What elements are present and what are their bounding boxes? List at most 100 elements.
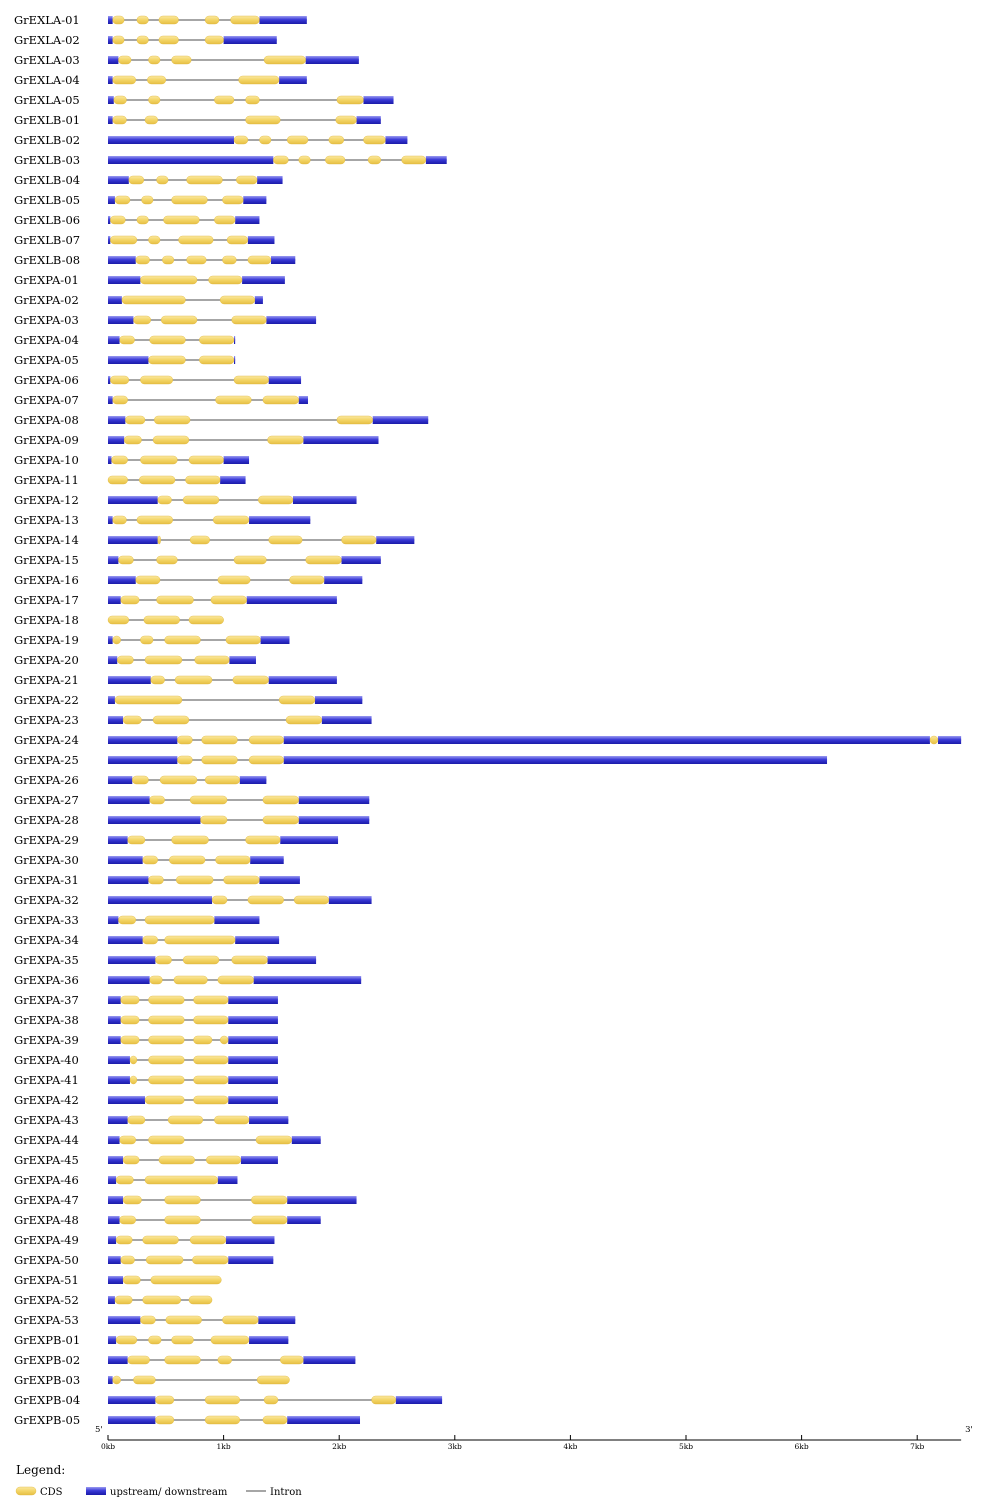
gene-row: GrEXPA-39 (14, 1033, 278, 1047)
cds-segment (158, 1155, 195, 1165)
utr-segment (372, 416, 429, 424)
cds-segment (206, 1155, 242, 1165)
cds-segment (178, 235, 214, 245)
gene-row: GrEXPA-22 (14, 693, 363, 707)
cds-segment (171, 55, 192, 65)
gene-label: GrEXPA-07 (14, 393, 79, 407)
cds-segment (215, 395, 252, 405)
cds-segment (148, 355, 186, 365)
cds-segment (144, 1175, 219, 1185)
utr-segment (108, 1376, 113, 1384)
gene-row: GrEXPA-27 (14, 793, 370, 807)
utr-segment (249, 1336, 289, 1344)
utr-segment (108, 56, 119, 64)
cds-segment (223, 875, 260, 885)
utr-segment (108, 916, 119, 924)
cds-segment (118, 915, 136, 925)
cds-segment (247, 255, 272, 265)
utr-segment (298, 816, 370, 824)
gene-row: GrEXLB-07 (14, 233, 275, 247)
gene-label: GrEXPA-26 (14, 773, 79, 787)
cds-segment (164, 1355, 201, 1365)
utr-segment (425, 156, 447, 164)
gene-row: GrEXPA-48 (14, 1213, 321, 1227)
cds-segment (371, 1395, 397, 1405)
cds-segment (111, 455, 128, 465)
cds-segment (148, 235, 161, 245)
cds-segment (112, 1375, 121, 1385)
cds-segment (182, 495, 220, 505)
utr-segment (108, 416, 126, 424)
gene-row: GrEXLB-05 (14, 193, 267, 207)
cds-segment (298, 155, 311, 165)
cds-segment (193, 1095, 229, 1105)
cds-segment (401, 155, 427, 165)
cds-segment (210, 595, 247, 605)
cds-segment (156, 555, 178, 565)
utr-segment (108, 976, 150, 984)
cds-segment (147, 75, 167, 85)
gene-label: GrEXPB-03 (14, 1373, 80, 1387)
cds-segment (256, 1375, 290, 1385)
gene-row: GrEXLA-02 (14, 33, 277, 47)
utr-segment (234, 356, 236, 364)
gene-row: GrEXPA-53 (14, 1313, 296, 1327)
utr-segment (283, 756, 828, 764)
axis-start-label: 5' (95, 1425, 103, 1435)
utr-segment (235, 936, 280, 944)
cds-segment (112, 35, 125, 45)
cds-segment (193, 1015, 229, 1025)
cds-segment (214, 1115, 250, 1125)
cds-segment (245, 115, 281, 125)
gene-label: GrEXPA-50 (14, 1253, 79, 1267)
cds-segment (114, 1295, 133, 1305)
utr-segment (108, 1196, 124, 1204)
gene-label: GrEXPA-37 (14, 993, 79, 1007)
cds-segment (148, 1055, 185, 1065)
utr-segment (108, 256, 136, 264)
gene-row: GrEXPA-32 (14, 893, 372, 907)
cds-segment (245, 95, 260, 105)
cds-segment (163, 215, 200, 225)
cds-segment (142, 1295, 182, 1305)
gene-row: GrEXPA-21 (14, 673, 337, 687)
utr-segment (108, 1096, 145, 1104)
utr-segment (108, 796, 150, 804)
cds-segment (251, 1195, 288, 1205)
utr-segment (108, 776, 133, 784)
cds-segment (156, 175, 169, 185)
cds-segment (142, 935, 158, 945)
utr-segment (108, 496, 158, 504)
cds-segment (144, 115, 158, 125)
gene-label: GrEXPA-25 (14, 753, 79, 767)
utr-segment (287, 1416, 361, 1424)
utr-segment (108, 456, 112, 464)
cds-segment (233, 375, 269, 385)
cds-segment (158, 15, 179, 25)
utr-segment (258, 1316, 296, 1324)
cds-segment (148, 95, 161, 105)
cds-segment (251, 1215, 288, 1225)
gene-label: GrEXPA-03 (14, 313, 79, 327)
cds-segment (222, 195, 244, 205)
utr-segment (108, 1276, 124, 1284)
axis-tick-label: 1kb (217, 1442, 231, 1451)
gene-label: GrEXPA-28 (14, 813, 79, 827)
gene-label: GrEXPA-15 (14, 553, 79, 567)
utr-segment (257, 176, 283, 184)
gene-row: GrEXPB-02 (14, 1353, 356, 1367)
gene-row: GrEXPA-42 (14, 1093, 278, 1107)
cds-segment (192, 1255, 229, 1265)
cds-segment (273, 155, 289, 165)
gene-label: GrEXLB-07 (14, 233, 80, 247)
cds-segment (204, 1415, 240, 1425)
cds-segment (136, 15, 149, 25)
cds-segment (189, 795, 228, 805)
utr-segment (228, 1096, 278, 1104)
cds-segment (142, 855, 158, 865)
utr-segment (239, 776, 267, 784)
gene-row: GrEXLA-01 (14, 13, 307, 27)
cds-segment (112, 515, 127, 525)
cds-segment (188, 1295, 213, 1305)
cds-segment (112, 15, 125, 25)
